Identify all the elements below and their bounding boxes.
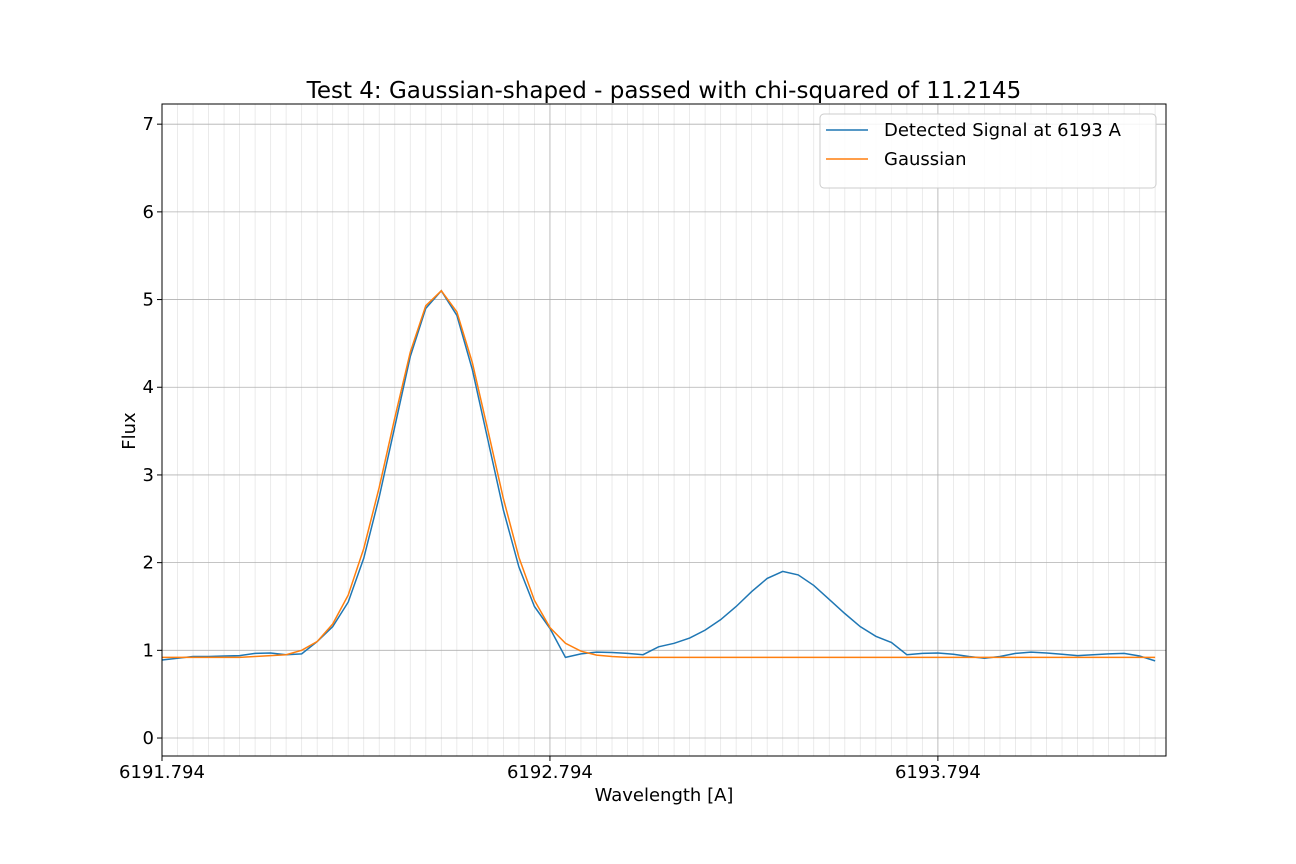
x-tick-label: 6191.794	[119, 762, 205, 783]
x-tick-label: 6193.794	[895, 762, 981, 783]
data-line	[162, 289, 1156, 659]
legend-box	[819, 113, 1157, 189]
y-tick-label: 2	[143, 553, 154, 574]
chart-title: Test 4: Gaussian-shaped - passed with ch…	[306, 78, 1022, 104]
legend-label: Gaussian	[884, 149, 967, 170]
y-tick-label: 7	[143, 114, 154, 135]
y-tick-label: 0	[143, 728, 154, 749]
y-tick-label: 1	[143, 640, 154, 661]
plot-frame	[161, 103, 1167, 757]
legend-label: Detected Signal at 6193 A	[884, 120, 1122, 141]
y-tick-label: 5	[143, 290, 154, 311]
y-tick-label: 3	[143, 465, 154, 486]
x-tick-label: 6192.794	[507, 762, 593, 783]
y-tick-label: 4	[143, 377, 154, 398]
y-axis-label: Flux	[119, 412, 140, 450]
y-tick-label: 6	[143, 202, 154, 223]
x-axis-label: Wavelength [A]	[595, 785, 734, 806]
